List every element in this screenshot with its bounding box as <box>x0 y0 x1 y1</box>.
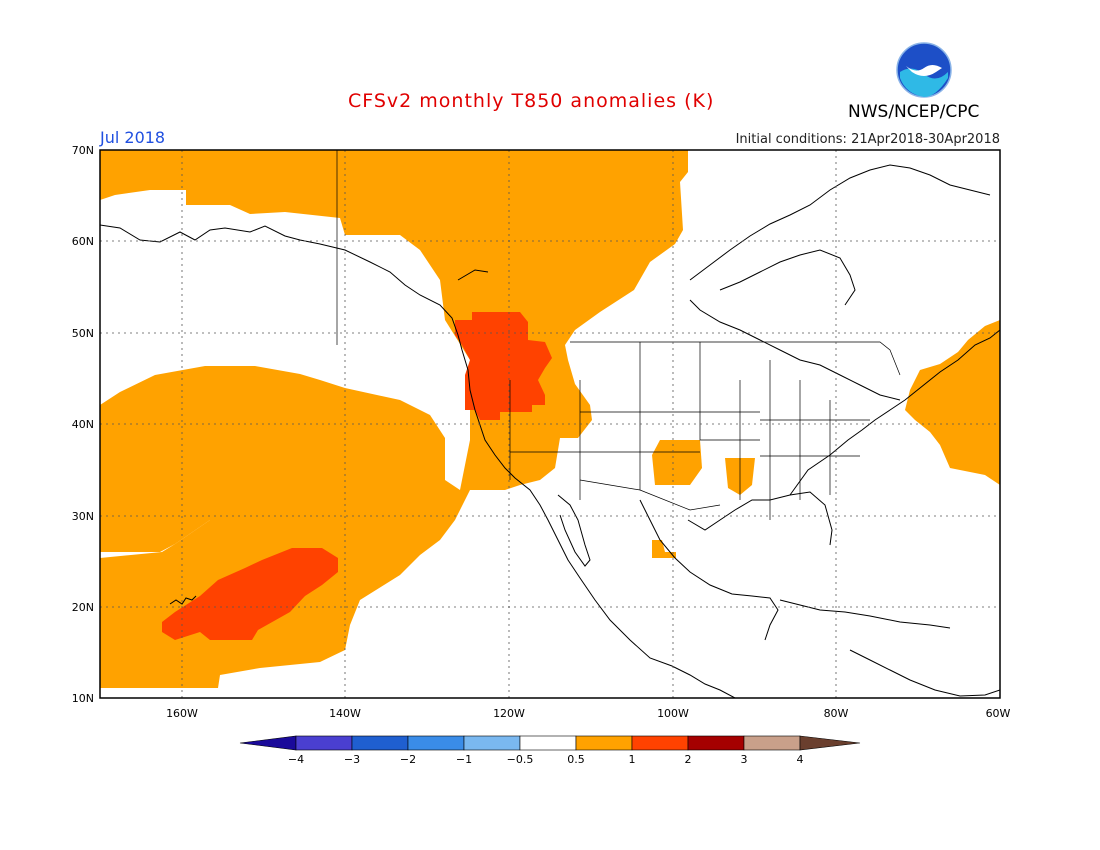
lon-label: 60W <box>986 707 1011 720</box>
legend-label: −1 <box>456 753 472 766</box>
lat-label: 30N <box>72 510 94 523</box>
lon-label: 80W <box>824 707 849 720</box>
legend-label: 2 <box>685 753 692 766</box>
color-legend <box>239 735 861 751</box>
legend-arrow-left <box>239 735 297 751</box>
lon-label: 120W <box>493 707 525 720</box>
legend-label: 1 <box>629 753 636 766</box>
legend-label: −4 <box>288 753 304 766</box>
legend-swatch <box>575 735 633 751</box>
legend-swatch <box>295 735 353 751</box>
agency-label: NWS/NCEP/CPC <box>848 102 980 122</box>
legend-label: −2 <box>400 753 416 766</box>
legend-swatch <box>463 735 521 751</box>
legend-labels: −4 −3 −2 −1 −0.5 0.5 1 2 3 4 <box>288 753 804 766</box>
anomaly-region-hawaii <box>162 548 338 640</box>
legend-label: 4 <box>797 753 804 766</box>
anomaly-region-northeast <box>905 320 1000 485</box>
legend-arrow-right <box>799 735 861 751</box>
legend-label: −3 <box>344 753 360 766</box>
lat-label: 60N <box>72 235 94 248</box>
legend-label: 3 <box>741 753 748 766</box>
lat-label: 70N <box>72 144 94 157</box>
legend-swatch <box>351 735 409 751</box>
lon-label: 140W <box>329 707 361 720</box>
anomaly-region-mexico <box>652 540 676 558</box>
legend-swatch <box>519 735 577 751</box>
coastlines <box>100 164 1000 698</box>
lon-label: 100W <box>657 707 689 720</box>
legend-swatch <box>407 735 465 751</box>
anomaly-region-southwest <box>652 440 702 485</box>
lat-label: 20N <box>72 601 94 614</box>
lat-label: 50N <box>72 327 94 340</box>
lon-label: 160W <box>166 707 198 720</box>
legend-label: 0.5 <box>567 753 585 766</box>
political-borders <box>336 150 901 520</box>
noaa-logo-icon <box>896 42 952 98</box>
legend-label: −0.5 <box>507 753 534 766</box>
forecast-month: Jul 2018 <box>100 128 166 147</box>
lat-label: 10N <box>72 692 94 705</box>
map-frame <box>99 149 1001 699</box>
anomaly-region-pacific-northwest <box>455 312 552 420</box>
map-title: CFSv2 monthly T850 anomalies (K) <box>348 90 715 112</box>
anomaly-shading <box>100 150 1000 688</box>
initial-conditions: Initial conditions: 21Apr2018-30Apr2018 <box>735 132 1000 147</box>
lat-label: 40N <box>72 418 94 431</box>
legend-swatch <box>687 735 745 751</box>
anomaly-region-north-pacific <box>100 150 688 552</box>
graticule <box>100 150 1000 698</box>
legend-swatch <box>631 735 689 751</box>
legend-swatch <box>743 735 801 751</box>
